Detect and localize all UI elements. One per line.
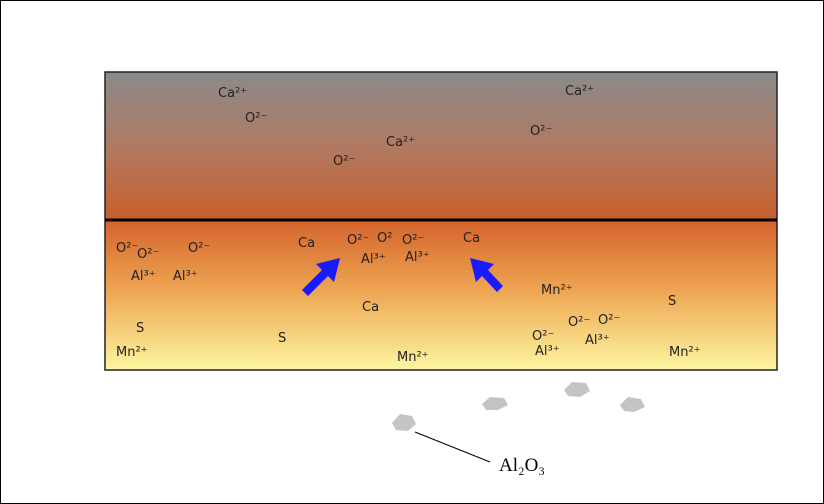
ion-label: O²⁻ [532, 329, 554, 344]
ion-label: Mn²⁺ [116, 345, 148, 360]
ion-label: O²⁻ [598, 313, 620, 328]
ion-label: Mn²⁺ [397, 350, 429, 365]
ion-label: Ca [463, 231, 480, 246]
ion-label: Ca²⁺ [565, 84, 594, 99]
ion-label: O²⁻ [245, 111, 267, 126]
ion-label: O²⁻ [568, 315, 590, 330]
inclusion-label: Al₂O₃ [499, 455, 545, 476]
ion-label: O²⁻ [347, 233, 369, 248]
ion-label: O²⁻ [530, 124, 552, 139]
ion-label: Al³⁺ [585, 333, 610, 348]
ion-label: S [136, 321, 144, 336]
ion-label: Al³⁺ [173, 269, 198, 284]
ion-label: S [278, 331, 286, 346]
ion-label: Mn²⁺ [669, 345, 701, 360]
ion-label: Al³⁺ [361, 252, 386, 267]
ion-label: Al³⁺ [535, 344, 560, 359]
ion-label: O² [377, 231, 392, 246]
ion-label: Ca [362, 300, 379, 315]
ion-label: O²⁻ [116, 241, 138, 256]
ion-label: O²⁻ [137, 247, 159, 262]
ion-label: S [668, 294, 676, 309]
ion-label: Al³⁺ [131, 269, 156, 284]
ion-label: Ca [298, 236, 315, 251]
slag-layer [105, 72, 777, 220]
ion-label: O²⁻ [188, 241, 210, 256]
ion-label: Al³⁺ [405, 250, 430, 265]
diagram: Al₂O₃ Ca²⁺O²⁻Ca²⁺O²⁻Ca²⁺O²⁻O²⁻O²⁻O²⁻Al³⁺… [0, 0, 824, 504]
ion-label: Mn²⁺ [541, 283, 573, 298]
ion-label: O²⁻ [333, 154, 355, 169]
ion-label: Ca²⁺ [218, 86, 247, 101]
ion-label: Ca²⁺ [386, 135, 415, 150]
ion-label: O²⁻ [402, 233, 424, 248]
